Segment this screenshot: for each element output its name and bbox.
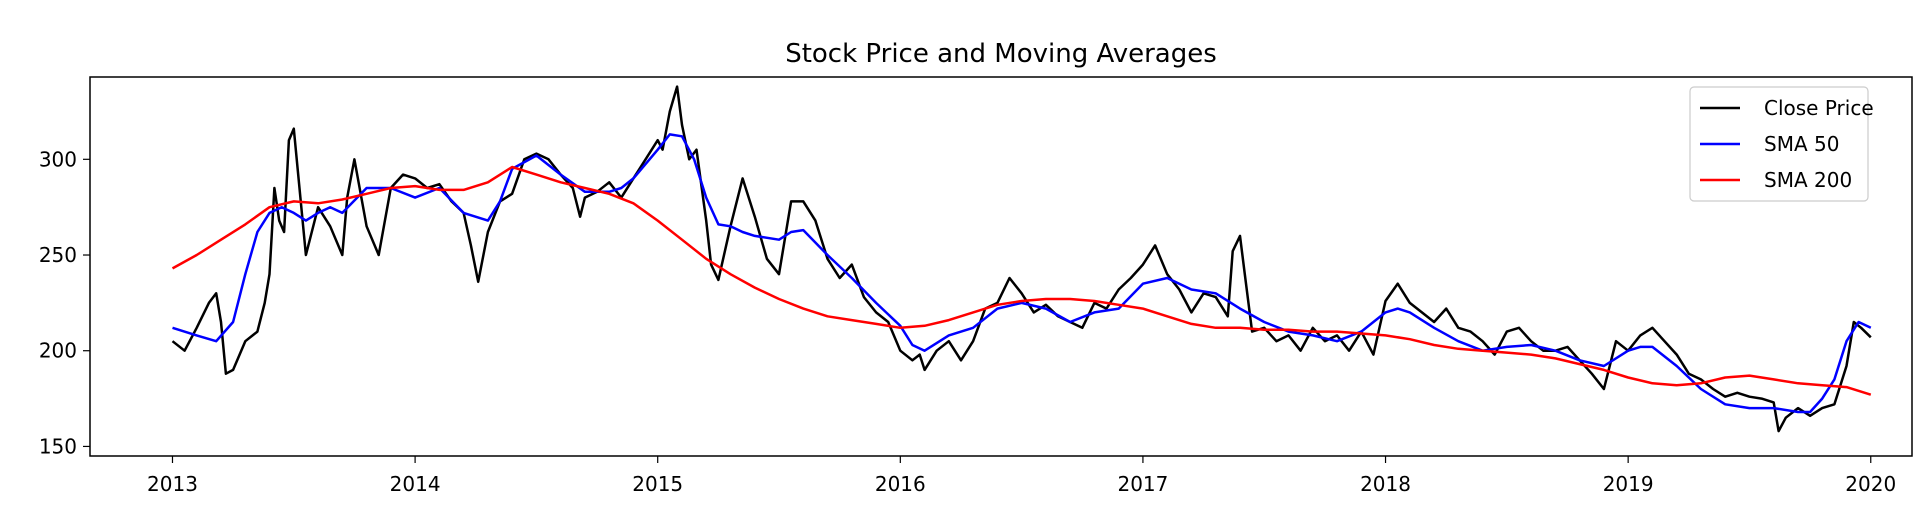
series-line-sma-200 [171,165,1872,396]
y-tick-label: 150 [39,434,77,458]
y-tick-label: 300 [39,147,77,171]
series-line-close-price [171,85,1872,433]
legend-box [1689,86,1869,202]
y-tick-label: 250 [39,243,77,267]
x-tick-label: 2019 [1603,472,1654,496]
series-line-sma-50 [172,133,1872,414]
x-tick-label: 2020 [1845,472,1896,496]
x-tick-label: 2018 [1360,472,1411,496]
x-tick-label: 2014 [390,472,441,496]
legend-label: SMA 200 [1764,168,1852,192]
legend-label: Close Price [1764,96,1874,120]
legend: Close Price SMA 50 SMA 200 [1689,86,1874,202]
chart-title: Stock Price and Moving Averages [785,39,1217,69]
x-tick-label: 2013 [147,472,198,496]
x-tick-label: 2015 [632,472,683,496]
legend-label: SMA 50 [1764,132,1839,156]
y-tick-label: 200 [39,339,77,363]
plot-frame [89,76,1913,457]
series-layer [171,85,1872,433]
x-tick-label: 2016 [875,472,926,496]
x-tick-label: 2017 [1117,472,1168,496]
axis-layer: 2013 2014 2015 2016 2017 2018 2019 2020 150 200 25… [39,147,1896,496]
